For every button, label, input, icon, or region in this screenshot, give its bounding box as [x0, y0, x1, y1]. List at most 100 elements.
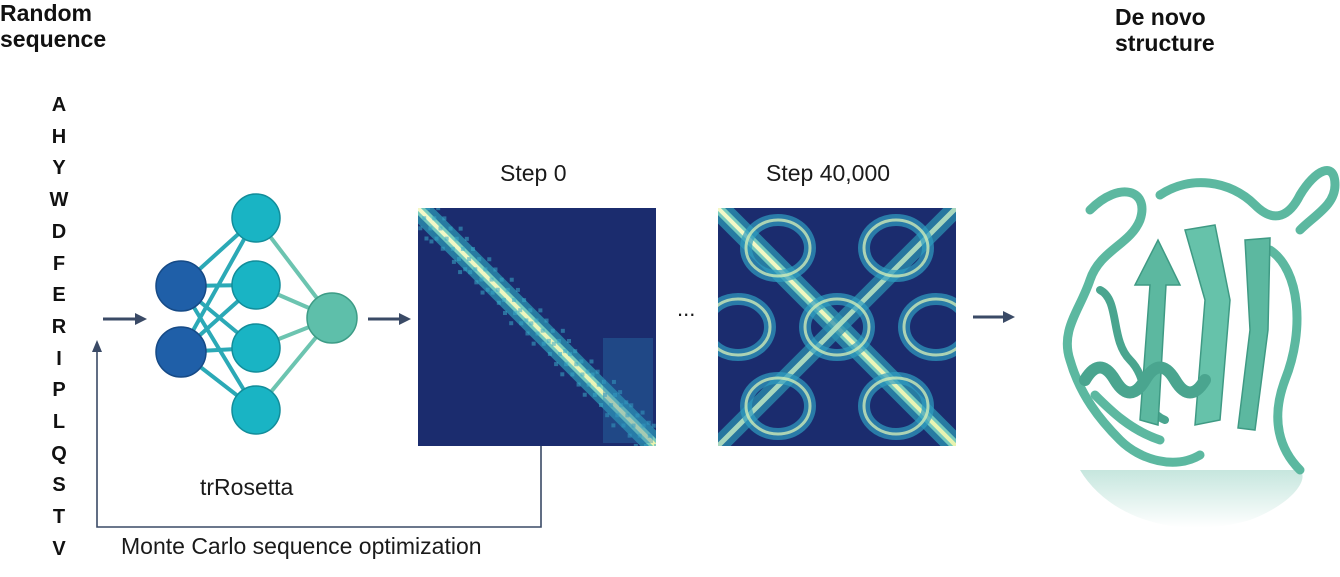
map-speckle	[635, 413, 640, 418]
random-sequence-heading-line1: Random	[0, 0, 92, 26]
map-ring-contact	[718, 297, 772, 357]
map-speckle	[458, 226, 463, 231]
map-ring-contact	[902, 297, 956, 357]
random-sequence-heading-line2: sequence	[0, 26, 107, 52]
map-speckle	[428, 226, 433, 231]
map-speckle	[407, 219, 411, 223]
map-speckle	[460, 246, 465, 251]
arrow-net-to-map	[368, 313, 411, 325]
map-speckle	[438, 226, 443, 231]
map-speckle	[580, 372, 585, 377]
input-node	[155, 326, 207, 378]
hidden-node	[231, 323, 281, 373]
map-speckle	[440, 246, 445, 251]
amino-acid-letter: R	[51, 315, 67, 338]
map-speckle	[560, 328, 565, 333]
map-ring-contact	[862, 218, 930, 278]
map-speckle	[547, 351, 552, 356]
map-speckle	[602, 392, 607, 397]
map-speckle	[479, 277, 484, 282]
map-speckle	[589, 359, 594, 364]
map-speckle	[546, 338, 551, 343]
map-speckle	[442, 216, 447, 221]
map-speckle	[663, 431, 667, 435]
map-speckle	[471, 247, 476, 252]
map-speckle	[596, 382, 601, 387]
amino-acid-letter: W	[49, 189, 69, 212]
de-novo-structure-heading-line2: structure	[1115, 30, 1215, 56]
map-speckle	[457, 257, 462, 262]
hidden-node	[231, 260, 281, 310]
map-speckle	[467, 257, 472, 262]
arrow-seq-to-net	[103, 313, 147, 325]
hidden-node	[231, 385, 281, 435]
map-speckle	[496, 300, 501, 305]
map-speckle	[418, 226, 423, 231]
map-speckle	[524, 318, 529, 323]
map-speckle	[509, 277, 514, 282]
map-speckle	[558, 352, 563, 357]
map-speckle	[586, 382, 591, 387]
map-speckle	[631, 423, 636, 428]
map-speckle	[582, 392, 587, 397]
map-speckle	[599, 403, 604, 408]
hidden-node	[231, 193, 281, 243]
map-speckle	[563, 349, 568, 354]
map-speckle	[499, 277, 504, 282]
map-speckle	[618, 390, 623, 395]
amino-acid-letter: E	[52, 284, 66, 307]
map-speckle	[473, 267, 478, 272]
map-anti-diagonal	[718, 208, 956, 446]
map-ring-contact	[803, 297, 871, 357]
map-speckle	[493, 267, 498, 272]
map-speckle	[633, 443, 638, 446]
map-speckle	[658, 434, 662, 438]
map-speckle	[531, 341, 536, 346]
map-speckle	[550, 328, 555, 333]
map-ring-contact	[744, 218, 812, 278]
map-speckle	[434, 236, 439, 241]
map-speckle	[535, 331, 540, 336]
map-speckle	[509, 321, 514, 326]
map-speckle	[477, 257, 482, 262]
map-speckle	[451, 259, 456, 264]
map-contact-patch	[603, 338, 653, 443]
map-speckle	[426, 208, 431, 211]
map-speckle	[624, 400, 629, 405]
map-speckle	[448, 226, 453, 231]
contact-map-step-40000	[718, 208, 956, 446]
map-speckle	[573, 349, 578, 354]
map-speckle	[556, 338, 561, 343]
map-speckle	[485, 287, 490, 292]
map-speckle	[444, 236, 449, 241]
map-speckle	[592, 392, 597, 397]
map-speckle	[544, 318, 549, 323]
map-speckle	[629, 403, 634, 408]
map-speckle	[490, 290, 495, 295]
map-speckle	[515, 287, 520, 292]
map-speckle	[625, 413, 630, 418]
map-ring-contact	[744, 376, 812, 436]
random-sequence-heading: Random sequence	[0, 0, 106, 52]
amino-acid-letter: P	[52, 379, 66, 402]
map-speckle	[474, 280, 479, 285]
map-speckle	[512, 298, 517, 303]
amino-acid-letter: A	[51, 94, 67, 116]
map-speckle	[464, 236, 469, 241]
map-speckle	[534, 318, 539, 323]
map-speckle	[564, 362, 569, 367]
map-speckle	[468, 270, 473, 275]
map-speckle	[613, 393, 618, 398]
map-speckle	[611, 423, 616, 428]
map-speckle	[501, 297, 506, 302]
map-speckle	[554, 362, 559, 367]
map-speckle	[528, 308, 533, 313]
map-speckle	[480, 290, 485, 295]
de-novo-structure-heading: De novo structure	[1115, 4, 1215, 56]
contact-map-step-0	[407, 208, 667, 446]
amino-acid-letter: S	[52, 474, 66, 497]
map-diagonal-core	[418, 208, 656, 446]
map-speckle	[590, 372, 595, 377]
